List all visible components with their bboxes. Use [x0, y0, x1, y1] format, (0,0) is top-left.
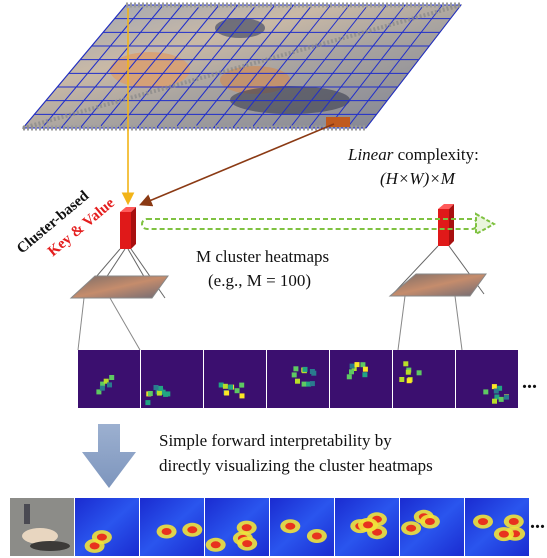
brown-arrow [139, 123, 335, 207]
original-photo [10, 498, 74, 556]
input-image-grid [21, 2, 463, 131]
down-arrow [82, 424, 136, 488]
heatmap-ellipsis: ... [522, 371, 537, 393]
heatmaps-example: (e.g., M = 100) [208, 271, 311, 290]
complexity-word: complexity: [393, 145, 478, 164]
overlay-tile [400, 498, 464, 556]
linear-word: Linear [347, 145, 394, 164]
heatmap-tile [141, 350, 203, 408]
overlay-tile [465, 498, 529, 556]
heatmap-tile [267, 350, 329, 408]
overlay-tile [205, 498, 269, 556]
dashed-arrow [141, 212, 497, 236]
heatmap-tile [456, 350, 518, 408]
heatmap-tile [393, 350, 455, 408]
overlay-tile [270, 498, 334, 556]
complexity-formula: (H×W)×M [380, 169, 456, 188]
heatmap-tile [204, 350, 266, 408]
complexity-line: Linear complexity: [347, 145, 479, 164]
thumb-left [69, 248, 169, 351]
token-right [438, 204, 454, 246]
thumb-right [388, 245, 487, 351]
interp-line-2: directly visualizing the cluster heatmap… [159, 456, 433, 475]
interp-line-1: Simple forward interpretability by [159, 431, 392, 450]
heatmaps-title: M cluster heatmaps [196, 247, 329, 266]
heatmap-tile [78, 350, 140, 408]
cluster-kv-label: Cluster-based Key & Value [14, 188, 118, 260]
overlay-strip [10, 498, 529, 556]
heatmap-tile [330, 350, 392, 408]
overlay-tile [140, 498, 204, 556]
overlay-tile [335, 498, 399, 556]
heatmap-strip [78, 350, 518, 408]
token-left [120, 207, 136, 249]
overlay-tile [75, 498, 139, 556]
overlay-ellipsis: ... [530, 511, 545, 533]
